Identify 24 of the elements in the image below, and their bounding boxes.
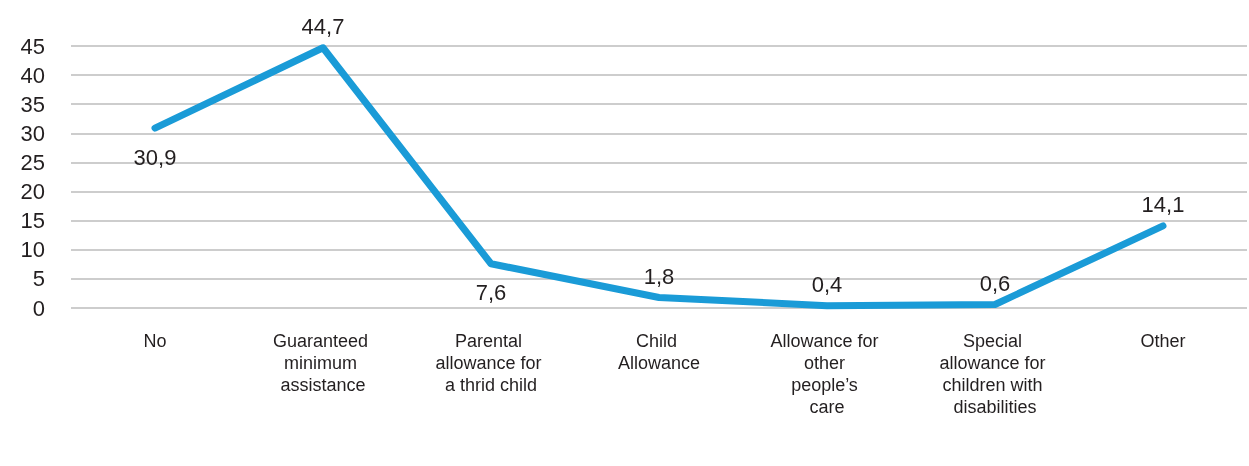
x-tick-label: Guaranteed minimum assistance [272, 331, 374, 395]
y-tick-label: 20 [20, 179, 45, 205]
data-label: 14,1 [1141, 192, 1185, 218]
x-tick-label: No [143, 331, 167, 351]
y-tick-label: 40 [20, 62, 45, 88]
x-tick-label: Child Allowance [617, 331, 701, 373]
y-tick-label: 25 [20, 149, 45, 175]
data-label: 0,4 [811, 272, 843, 298]
y-tick-label: 35 [20, 91, 45, 117]
data-label: 44,7 [301, 14, 345, 40]
x-tick-label: Allowance for other people’s care [770, 331, 884, 417]
x-tick-label: Parental allowance for a thrid child [435, 331, 547, 395]
x-tick-label: Other [1140, 331, 1186, 351]
y-tick-label: 0 [32, 295, 45, 321]
data-label: 30,9 [133, 144, 177, 170]
y-tick-label: 45 [20, 33, 45, 59]
x-tick-label: Special allowance for children with disabilities [939, 331, 1051, 417]
data-label: 0,6 [979, 271, 1011, 297]
y-tick-label: 10 [20, 237, 45, 263]
y-tick-label: 5 [32, 266, 45, 292]
y-tick-label: 15 [20, 208, 45, 234]
data-label: 1,8 [643, 264, 675, 290]
data-label: 7,6 [475, 280, 507, 306]
y-tick-label: 30 [20, 120, 45, 146]
